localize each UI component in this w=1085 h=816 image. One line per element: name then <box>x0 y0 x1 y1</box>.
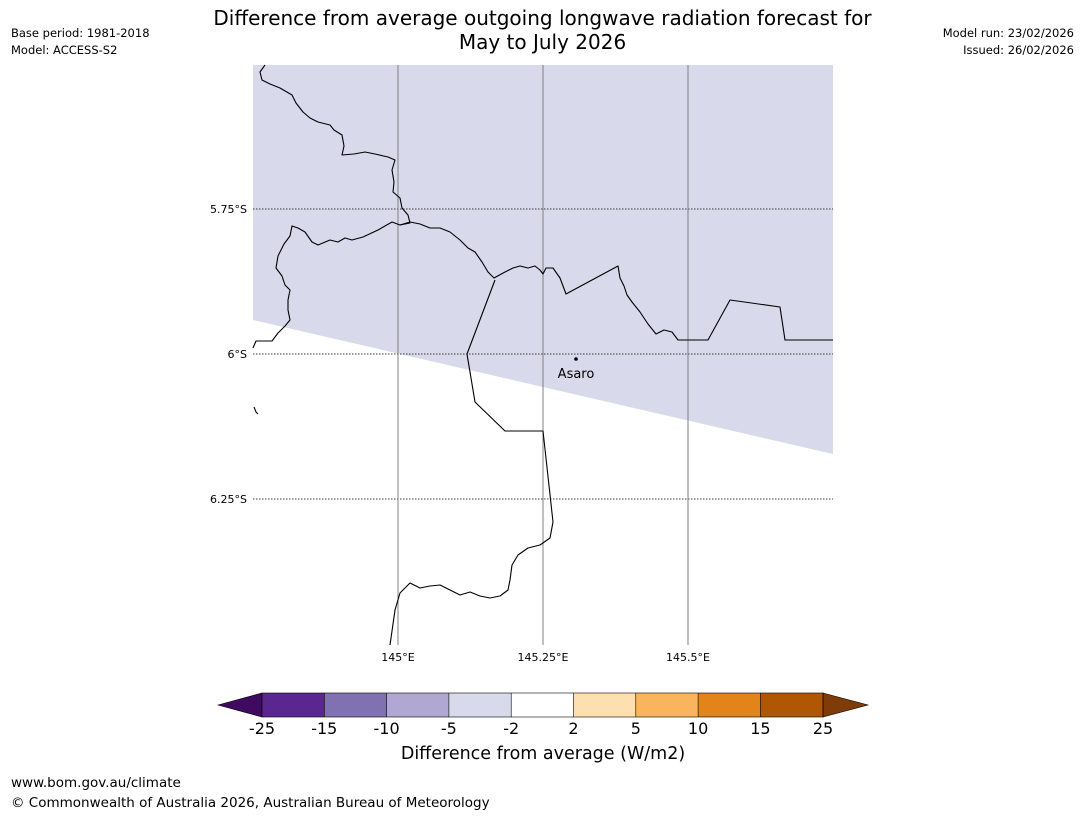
province-boundary-south <box>389 279 554 646</box>
colorbar-segment <box>698 693 761 717</box>
meta-left: Base period: 1981-2018 Model: ACCESS-S2 <box>11 25 150 59</box>
colorbar-tick-label: 25 <box>812 719 834 738</box>
footer-url: www.bom.gov.au/climate <box>11 775 181 791</box>
colorbar-segment <box>386 693 449 717</box>
colorbar-segment <box>448 693 512 717</box>
colorbar-segment <box>635 693 699 717</box>
colorbar-tick-label: 2 <box>568 719 579 738</box>
title-line-1: Difference from average outgoing longwav… <box>213 6 872 30</box>
colorbar-tick-label: -25 <box>248 719 276 738</box>
colorbar-label: Difference from average (W/m2) <box>400 744 686 764</box>
province-boundary-east <box>399 221 833 341</box>
place-label-asaro: Asaro <box>558 367 595 382</box>
model-name: Model: ACCESS-S2 <box>11 43 118 57</box>
colorbar-segment <box>262 693 325 717</box>
map-panel: Asaro 5.75°S 6°S 6.25°S 145°E 145.25°E 1… <box>210 64 833 664</box>
lon-label-145-25: 145.25°E <box>518 651 569 664</box>
colorbar-tick-label: -10 <box>373 719 400 738</box>
colorbar-segment <box>573 693 636 717</box>
lat-label-6: 6°S <box>228 348 247 361</box>
colorbar-segment <box>511 693 574 717</box>
lon-label-145-5: 145.5°E <box>666 651 710 664</box>
issued-date: Issued: 26/02/2026 <box>963 43 1074 57</box>
colorbar <box>216 692 870 718</box>
asaro-marker <box>574 357 578 361</box>
colorbar-segment <box>760 693 823 717</box>
colorbar-extend-low <box>216 692 263 718</box>
colorbar-frame <box>261 692 824 718</box>
lat-label-5-75: 5.75°S <box>210 203 247 216</box>
colorbar-tick-label: -5 <box>440 719 457 738</box>
colorbar-tick-label: 10 <box>687 719 709 738</box>
meta-right: Model run: 23/02/2026 Issued: 26/02/2026 <box>943 25 1074 59</box>
chart-title: Difference from average outgoing longwav… <box>150 6 935 54</box>
colorbar-tick-label: -15 <box>311 719 338 738</box>
colorbar-extend-high <box>822 692 870 718</box>
model-run: Model run: 23/02/2026 <box>942 26 1074 40</box>
colorbar-tick-label: 15 <box>750 719 771 738</box>
footer-copyright: © Commonwealth of Australia 2026, Austra… <box>11 795 490 811</box>
colorbar-tick-label: 5 <box>630 719 641 738</box>
lon-label-145: 145°E <box>381 651 414 664</box>
lat-label-6-25: 6.25°S <box>210 493 247 506</box>
colorbar-segment <box>324 693 387 717</box>
coastline-fragment <box>253 406 259 415</box>
colorbar-tick-label: -2 <box>503 719 520 738</box>
base-period: Base period: 1981-2018 <box>11 26 150 40</box>
title-line-2: May to July 2026 <box>458 30 627 54</box>
